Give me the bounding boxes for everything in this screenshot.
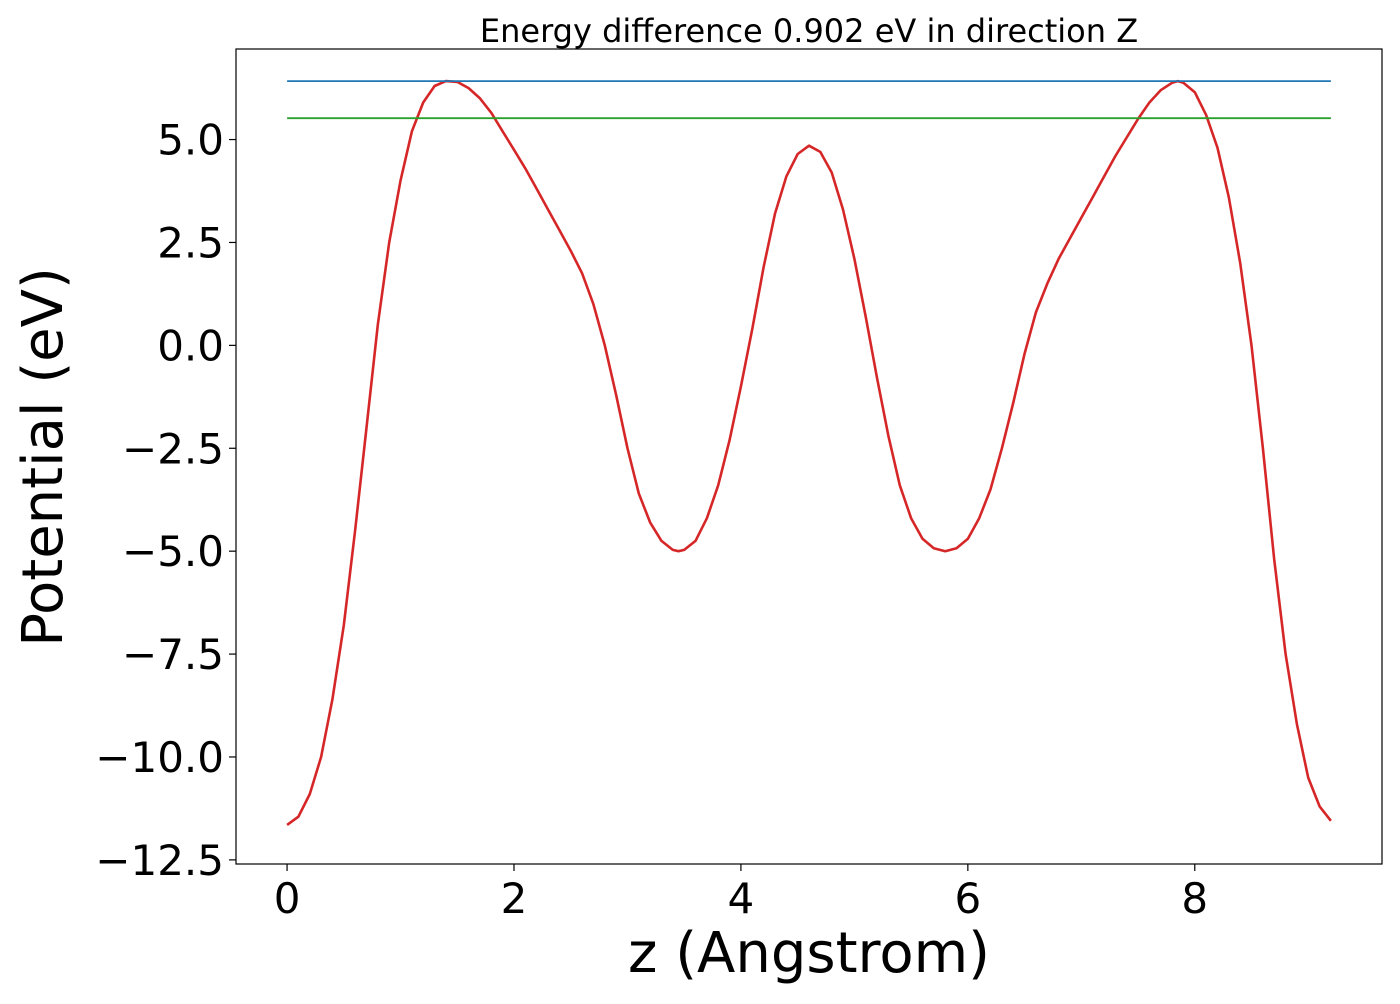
y-tick-label: 5.0 [157, 116, 224, 165]
y-tick-label: −7.5 [122, 630, 224, 679]
y-axis-label: Potential (eV) [11, 267, 76, 647]
chart-title: Energy difference 0.902 eV in direction … [480, 12, 1138, 50]
y-axis-ticks: −12.5 −10.0 −7.5 −5.0 −2.5 0.0 2.5 5.0 [95, 116, 236, 885]
series-layer [286, 79, 1332, 826]
x-tick-label: 6 [954, 874, 981, 923]
x-tick-label: 4 [728, 874, 755, 923]
y-tick-label: 0.0 [157, 321, 224, 370]
y-tick-label: −2.5 [122, 424, 224, 473]
y-tick-label: −5.0 [122, 527, 224, 576]
x-axis-label: z (Angstrom) [628, 921, 990, 986]
x-tick-label: 0 [274, 874, 301, 923]
x-tick-label: 8 [1181, 874, 1208, 923]
potential-curve [286, 79, 1332, 826]
x-tick-label: 2 [501, 874, 528, 923]
x-axis-ticks: 0 2 4 6 8 [274, 864, 1208, 923]
y-tick-label: −12.5 [95, 836, 224, 885]
plot-frame [235, 48, 1383, 865]
y-tick-label: 2.5 [157, 218, 224, 267]
y-tick-label: −10.0 [95, 733, 224, 782]
